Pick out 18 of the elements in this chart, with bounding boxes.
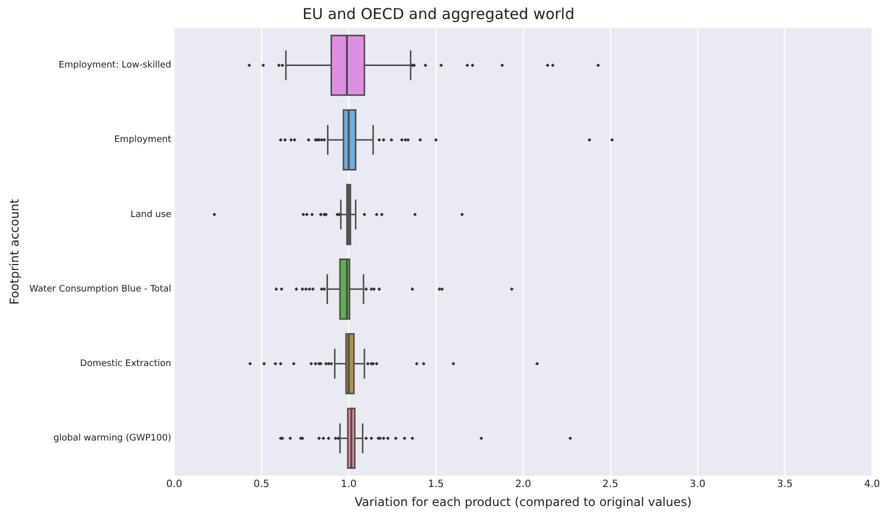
x-tick-label: 1.5 bbox=[428, 479, 444, 490]
y-tick-label: Employment bbox=[114, 135, 172, 146]
x-tick-label: 2.5 bbox=[602, 479, 618, 490]
y-tick-label: global warming (GWP100) bbox=[53, 434, 172, 444]
y-tick-label: Water Consumption Blue - Total bbox=[29, 284, 172, 294]
x-tick-label: 2.0 bbox=[515, 479, 532, 490]
chart-title: EU and OECD and aggregated world bbox=[302, 4, 574, 23]
x-tick-label: 0.0 bbox=[166, 479, 182, 490]
y-tick-label: Land use bbox=[130, 210, 172, 220]
y-tick-label: Domestic Extraction bbox=[80, 359, 172, 370]
x-tick-label: 1.0 bbox=[340, 479, 357, 490]
x-tick-label: 0.5 bbox=[254, 479, 270, 490]
x-axis-title: Variation for each product (compared to original values) bbox=[354, 494, 692, 509]
x-tick-label: 4.0 bbox=[864, 479, 880, 490]
y-axis-title: Footprint account bbox=[7, 198, 22, 305]
y-tick-label: Employment: Low-skilled bbox=[58, 60, 172, 71]
x-tick-label: 3.0 bbox=[690, 479, 706, 490]
x-tick-label: 3.5 bbox=[776, 479, 793, 490]
